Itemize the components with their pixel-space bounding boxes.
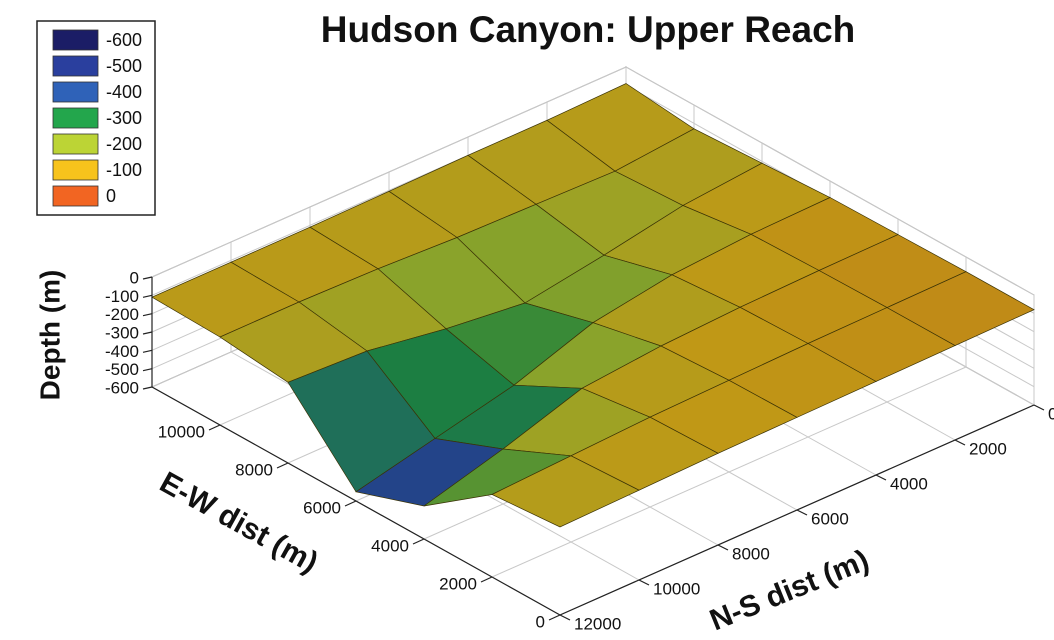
legend-swatch <box>52 107 99 129</box>
surface <box>151 83 1035 528</box>
x-tick <box>208 424 221 431</box>
z-tick-label: -400 <box>105 342 139 361</box>
chart-title: Hudson Canyon: Upper Reach <box>321 9 856 50</box>
z-tick <box>142 331 153 335</box>
y-tick <box>954 439 966 446</box>
x-axis-label: E-W dist (m) <box>154 466 323 580</box>
axes: 0-100-200-300-400-500-600020004000600080… <box>105 268 1054 633</box>
y-tick-label: 0 <box>1048 404 1054 423</box>
legend-label: -500 <box>106 56 142 76</box>
y-tick-label: 4000 <box>890 474 928 493</box>
y-tick <box>875 474 887 481</box>
z-axis-label: Depth (m) <box>34 270 65 401</box>
axis-edge <box>151 386 561 616</box>
z-tick-label: -100 <box>105 287 139 306</box>
legend-swatch <box>52 159 99 181</box>
legend-label: -400 <box>106 82 142 102</box>
x-tick <box>344 500 357 507</box>
z-tick <box>142 313 153 317</box>
y-axis-label: N-S dist (m) <box>705 544 873 638</box>
x-tick <box>548 614 561 621</box>
legend-label: -600 <box>106 30 142 50</box>
x-tick <box>480 576 493 583</box>
z-tick-label: -200 <box>105 305 139 324</box>
x-tick-label: 0 <box>536 612 545 631</box>
axis-edge <box>559 404 1035 616</box>
legend: -600 -500 -400 -300 -200 -100 0 <box>36 20 156 216</box>
y-tick <box>796 509 808 516</box>
x-tick <box>276 462 289 469</box>
x-tick-label: 6000 <box>303 498 341 517</box>
y-tick-label: 12000 <box>574 614 621 633</box>
z-tick <box>142 349 153 353</box>
z-tick-label: -600 <box>105 378 139 397</box>
z-tick <box>142 276 153 280</box>
legend-swatch <box>52 185 99 207</box>
z-tick <box>142 368 153 372</box>
z-tick-label: -300 <box>105 323 139 342</box>
y-tick <box>1033 404 1045 411</box>
y-tick <box>559 614 571 621</box>
x-tick-label: 4000 <box>371 536 409 555</box>
x-tick <box>412 538 425 545</box>
z-tick <box>142 386 153 390</box>
legend-label: -200 <box>106 134 142 154</box>
y-tick <box>638 579 650 586</box>
y-tick-label: 8000 <box>732 544 770 563</box>
y-tick <box>717 544 729 551</box>
x-tick-label: 10000 <box>158 422 205 441</box>
legend-label: -300 <box>106 108 142 128</box>
y-tick-label: 10000 <box>653 579 700 598</box>
z-tick-label: -500 <box>105 360 139 379</box>
surface-cell <box>491 455 640 528</box>
legend-swatch <box>52 55 99 77</box>
y-tick-label: 2000 <box>969 439 1007 458</box>
y-tick-label: 6000 <box>811 509 849 528</box>
legend-label: 0 <box>106 186 116 206</box>
legend-swatch <box>52 29 99 51</box>
legend-swatch <box>52 133 99 155</box>
x-tick-label: 8000 <box>235 460 273 479</box>
legend-label: -100 <box>106 160 142 180</box>
x-tick-label: 2000 <box>439 574 477 593</box>
z-tick <box>142 294 153 298</box>
legend-swatch <box>52 81 99 103</box>
z-tick-label: 0 <box>130 268 139 287</box>
